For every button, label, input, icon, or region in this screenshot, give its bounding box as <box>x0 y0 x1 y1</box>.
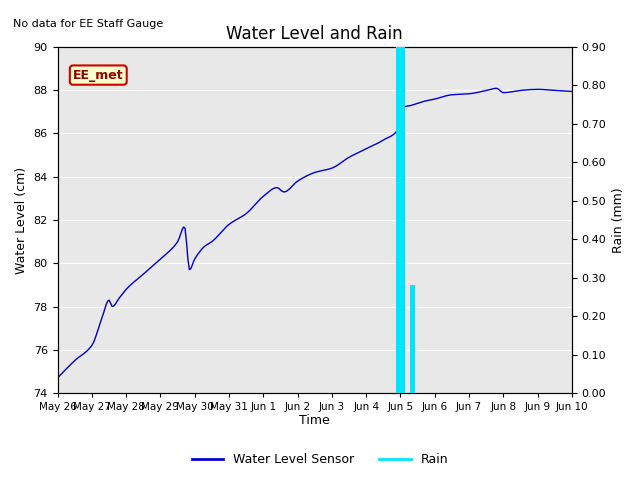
Bar <box>396 47 404 393</box>
Title: Water Level and Rain: Water Level and Rain <box>227 24 403 43</box>
Text: EE_met: EE_met <box>73 69 124 82</box>
Text: No data for EE Staff Gauge: No data for EE Staff Gauge <box>13 19 163 29</box>
Y-axis label: Rain (mm): Rain (mm) <box>612 187 625 253</box>
X-axis label: Time: Time <box>300 414 330 427</box>
Legend: Water Level Sensor, Rain: Water Level Sensor, Rain <box>187 448 453 471</box>
Bar <box>410 286 415 393</box>
Y-axis label: Water Level (cm): Water Level (cm) <box>15 167 28 274</box>
